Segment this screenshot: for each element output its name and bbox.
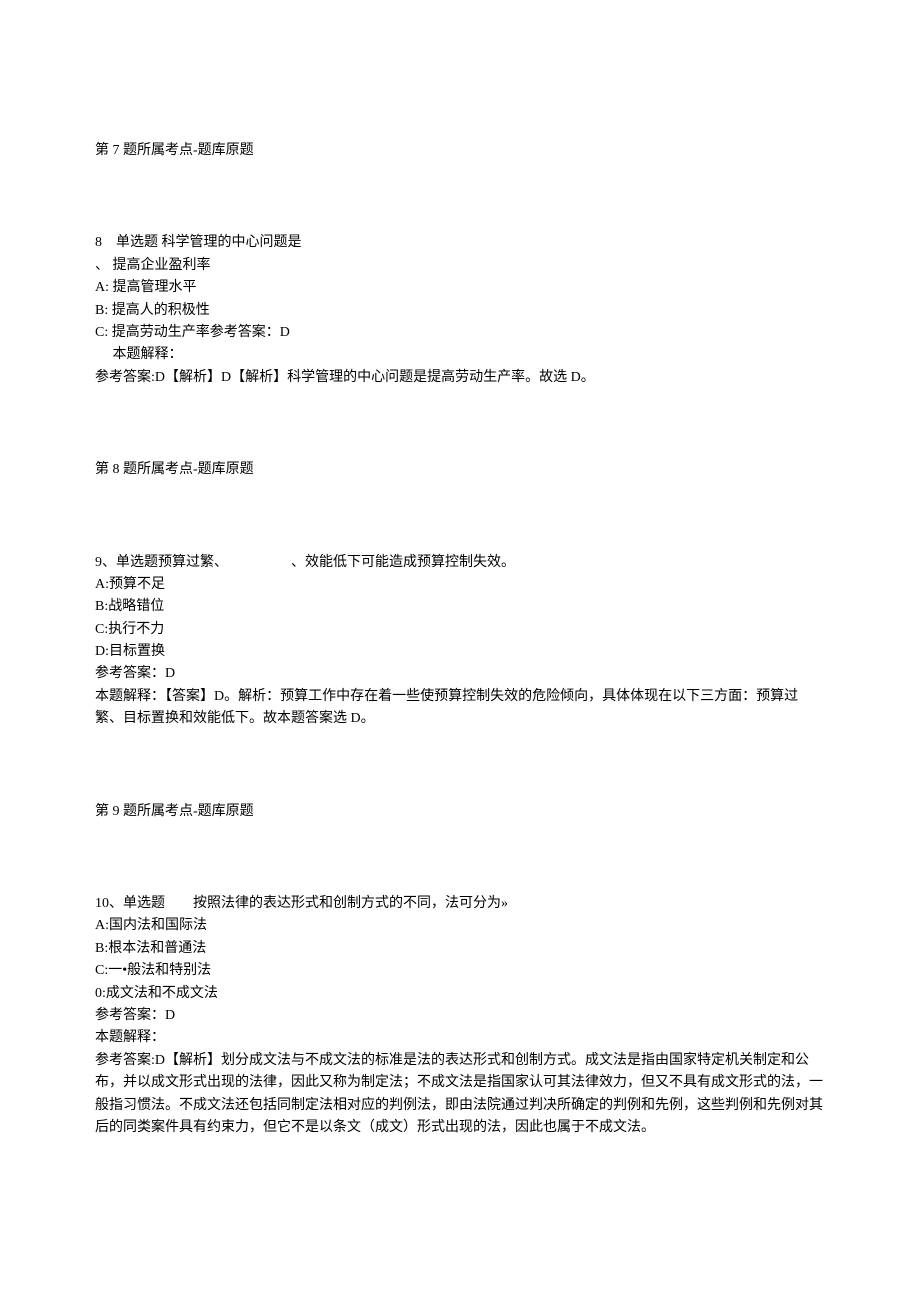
answer-label: 参考答案：	[95, 666, 165, 681]
q8-option-a: 、 提高企业盈利率	[95, 255, 825, 277]
option-text: 提高人的积极性	[112, 303, 210, 318]
question-9: 9、单选题预算过繁、 、效能低下可能造成预算控制失效。 A:预算不足 B:战略错…	[95, 552, 825, 731]
q7-topic-tag: 第 7 题所属考点-题库原题	[95, 140, 825, 162]
q10-explain-label: 本题解释：	[95, 1027, 825, 1049]
q8-stem: 科学管理的中心问题是	[162, 235, 302, 250]
q10-stem: 按照法律的表达形式和创制方式的不同，法可分为»	[179, 896, 508, 911]
q8-explain-label: 本题解释：	[95, 344, 825, 366]
q9-option-b: B:战略错位	[95, 596, 825, 618]
q8-number: 8	[95, 235, 102, 250]
answer-label: 参考答案：	[95, 1008, 165, 1023]
option-text: 提高劳动生产率参考答案：D	[112, 325, 290, 340]
q9-header: 9、单选题预算过繁、 、效能低下可能造成预算控制失效。	[95, 552, 825, 574]
explain-text: 【答案】D。解析：预算工作中存在着一些使预算控制失效的危险倾向，具体体现在以下三…	[95, 689, 798, 726]
q10-option-c: C:一•般法和特别法	[95, 960, 825, 982]
q9-answer: 参考答案：D	[95, 663, 825, 685]
q9-topic-tag: 第 9 题所属考点-题库原题	[95, 801, 825, 823]
q10-option-d: 0:成文法和不成文法	[95, 983, 825, 1005]
tag-text: 第 7 题所属考点-题库原题	[95, 143, 254, 158]
q10-type: 单选题	[123, 896, 165, 911]
q8-option-b: A: 提高管理水平	[95, 277, 825, 299]
option-prefix: B:	[95, 303, 108, 318]
q9-number: 9、	[95, 555, 116, 570]
answer-value: D	[165, 1008, 175, 1023]
q9-explain: 本题解释：【答案】D。解析：预算工作中存在着一些使预算控制失效的危险倾向，具体体…	[95, 686, 825, 731]
option-prefix: C:	[95, 325, 108, 340]
option-text: 提高管理水平	[113, 280, 197, 295]
q10-header: 10、单选题 按照法律的表达形式和创制方式的不同，法可分为»	[95, 893, 825, 915]
q9-type: 单选题	[116, 555, 158, 570]
q8-header: 8 单选题 科学管理的中心问题是	[95, 232, 825, 254]
q10-option-b: B:根本法和普通法	[95, 938, 825, 960]
option-text: 提高企业盈利率	[113, 258, 211, 273]
option-prefix: 、	[95, 258, 109, 273]
q8-option-d: C: 提高劳动生产率参考答案：D	[95, 322, 825, 344]
q10-option-a: A:国内法和国际法	[95, 915, 825, 937]
tag-text: 第 9 题所属考点-题库原题	[95, 804, 254, 819]
q8-option-c: B: 提高人的积极性	[95, 300, 825, 322]
answer-value: D	[165, 666, 175, 681]
q8-topic-tag: 第 8 题所属考点-题库原题	[95, 459, 825, 481]
q9-option-d: D:目标置换	[95, 641, 825, 663]
explain-label-text: 本题解释：	[113, 347, 183, 362]
q9-option-a: A:预算不足	[95, 574, 825, 596]
q9-stem: 预算过繁、 、效能低下可能造成预算控制失效。	[158, 555, 515, 570]
q9-option-c: C:执行不力	[95, 619, 825, 641]
q8-explain: 参考答案:D【解析】D【解析】科学管理的中心问题是提高劳动生产率。故选 D。	[95, 367, 825, 389]
question-10: 10、单选题 按照法律的表达形式和创制方式的不同，法可分为» A:国内法和国际法…	[95, 893, 825, 1139]
q10-answer: 参考答案：D	[95, 1005, 825, 1027]
q10-explain: 参考答案:D【解析】划分成文法与不成文法的标准是法的表达形式和创制方式。成文法是…	[95, 1050, 825, 1140]
question-8: 8 单选题 科学管理的中心问题是 、 提高企业盈利率 A: 提高管理水平 B: …	[95, 232, 825, 389]
q8-type: 单选题	[116, 235, 158, 250]
q10-number: 10、	[95, 896, 123, 911]
option-prefix: A:	[95, 280, 109, 295]
explain-label: 本题解释：	[95, 689, 165, 704]
tag-text: 第 8 题所属考点-题库原题	[95, 462, 254, 477]
